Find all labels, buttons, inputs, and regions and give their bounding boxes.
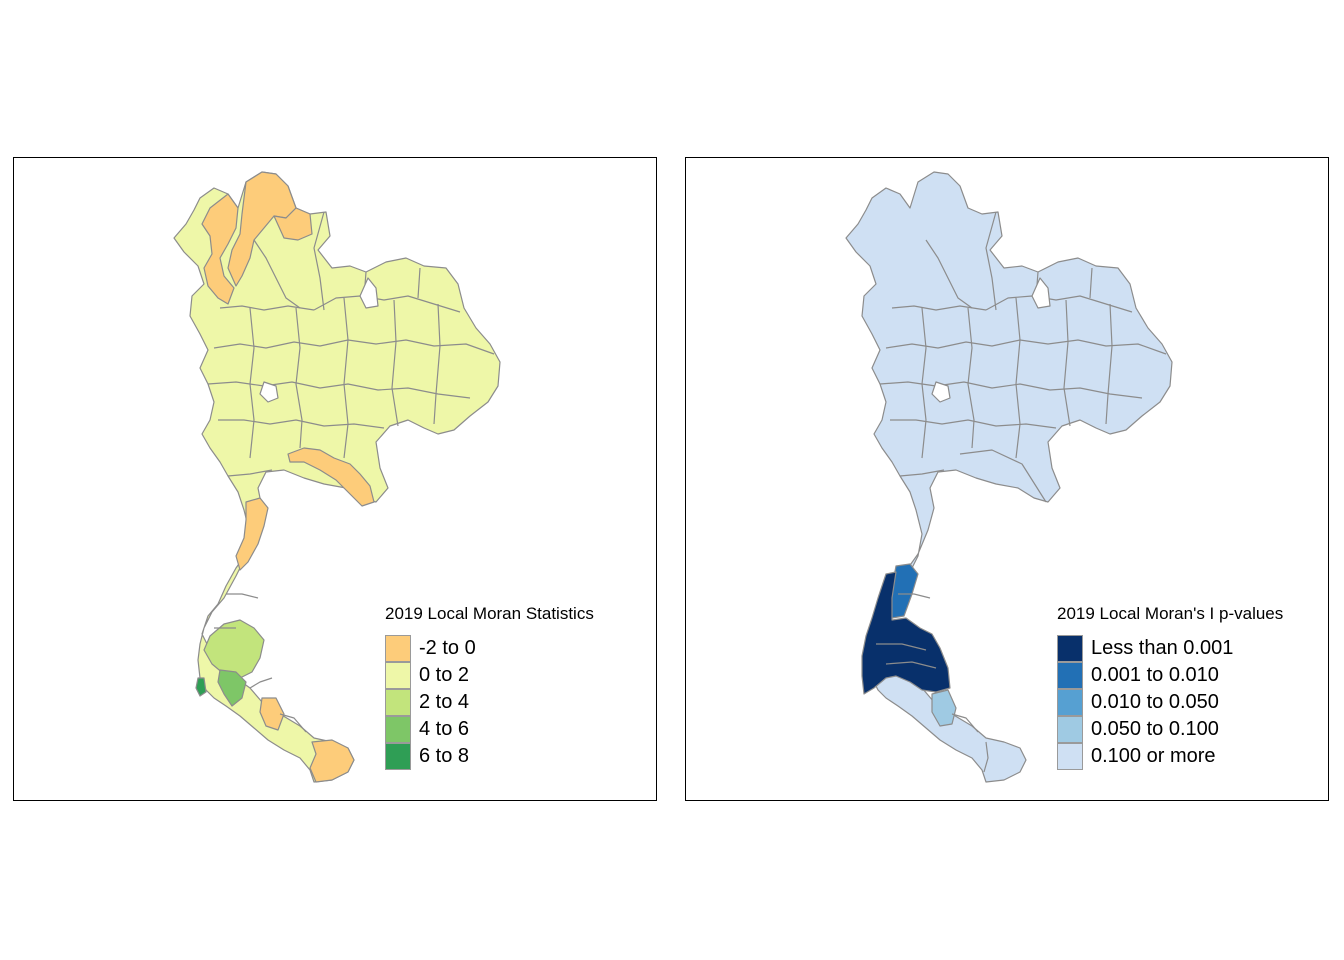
legend-title: 2019 Local Moran's I p-values bbox=[1057, 604, 1284, 623]
legend-local-moran-statistics: 2019 Local Moran Statistics -2 to 0 0 to… bbox=[385, 604, 594, 770]
legend-item: 0.001 to 0.010 bbox=[1057, 662, 1283, 689]
legend-label: 0.001 to 0.010 bbox=[1091, 664, 1219, 686]
legend-swatch bbox=[1057, 716, 1083, 743]
region-class-p-lt-0001 bbox=[861, 571, 951, 695]
region-class-2-4 bbox=[203, 619, 265, 681]
thailand-local-moran-map bbox=[173, 171, 501, 783]
legend-swatch bbox=[385, 716, 411, 743]
legend-title: 2019 Local Moran Statistics bbox=[385, 604, 594, 623]
legend-label: 0.050 to 0.100 bbox=[1091, 718, 1219, 740]
thailand-p-values-map bbox=[845, 171, 1173, 783]
legend-label: 0 to 2 bbox=[419, 664, 470, 686]
region-class-neg2-0 bbox=[309, 739, 355, 783]
legend-label: 6 to 8 bbox=[419, 745, 470, 767]
legend-swatch bbox=[1057, 635, 1083, 662]
region-class-6-8 bbox=[195, 677, 207, 697]
legend-label: -2 to 0 bbox=[419, 637, 476, 659]
region-class-neg2-0 bbox=[235, 497, 269, 571]
legend-swatch bbox=[1057, 662, 1083, 689]
lake-hole bbox=[1031, 277, 1051, 309]
legend-swatch bbox=[385, 743, 411, 770]
legend-swatch bbox=[385, 635, 411, 662]
legend-item: 6 to 8 bbox=[385, 743, 594, 770]
legend-item: 0 to 2 bbox=[385, 662, 594, 689]
province-boundaries bbox=[207, 211, 495, 733]
legend-item: Less than 0.001 bbox=[1057, 635, 1283, 662]
legend-swatch bbox=[1057, 743, 1083, 770]
lake-hole bbox=[259, 381, 279, 403]
region-class-p-0050-0100 bbox=[931, 689, 957, 727]
lake-hole bbox=[359, 277, 379, 309]
local-moran-p-values-map-panel: 2019 Local Moran's I p-values Less than … bbox=[685, 157, 1329, 801]
legend-local-moran-p-values: 2019 Local Moran's I p-values Less than … bbox=[1057, 604, 1283, 770]
local-moran-statistics-map-panel: 2019 Local Moran Statistics -2 to 0 0 to… bbox=[13, 157, 657, 801]
legend-swatch bbox=[385, 662, 411, 689]
legend-item: -2 to 0 bbox=[385, 635, 594, 662]
legend-label: Less than 0.001 bbox=[1091, 637, 1234, 659]
legend-item: 2 to 4 bbox=[385, 689, 594, 716]
legend-item: 0.050 to 0.100 bbox=[1057, 716, 1283, 743]
legend-item: 4 to 6 bbox=[385, 716, 594, 743]
legend-swatch bbox=[385, 689, 411, 716]
legend-swatch bbox=[1057, 689, 1083, 716]
legend-label: 4 to 6 bbox=[419, 718, 470, 740]
province-boundaries bbox=[876, 211, 1167, 773]
region-class-4-6 bbox=[217, 669, 247, 707]
legend-item: 0.100 or more bbox=[1057, 743, 1283, 770]
legend-label: 0.010 to 0.050 bbox=[1091, 691, 1219, 713]
lake-hole bbox=[931, 381, 951, 403]
region-class-neg2-0 bbox=[273, 207, 313, 241]
region-class-neg2-0 bbox=[287, 447, 375, 507]
region-class-neg2-0 bbox=[259, 697, 285, 731]
legend-item: 0.010 to 0.050 bbox=[1057, 689, 1283, 716]
legend-label: 2 to 4 bbox=[419, 691, 470, 713]
region-class-neg2-0 bbox=[201, 193, 239, 305]
legend-label: 0.100 or more bbox=[1091, 745, 1216, 767]
